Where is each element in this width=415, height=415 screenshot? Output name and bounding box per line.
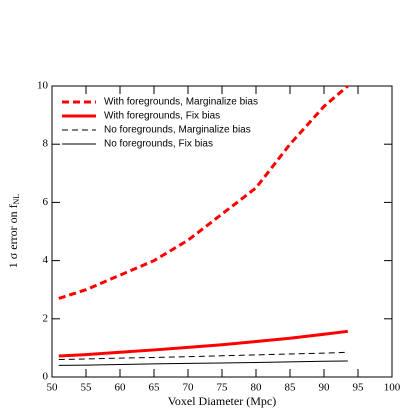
x-tick-label: 80 [251, 382, 263, 394]
x-tick-label: 65 [149, 382, 161, 394]
series-line [58, 84, 349, 300]
x-tick-label: 70 [183, 382, 195, 394]
legend-label: No foregrounds, Marginalize bias [104, 125, 251, 136]
legend-label: With foregrounds, Fix bias [104, 111, 220, 122]
x-axis-label: Voxel Diameter (Mpc) [168, 394, 276, 408]
y-axis-label: 1 σ error on fNL [6, 194, 21, 269]
x-tick-label: 60 [115, 382, 127, 394]
y-tick-label: 2 [43, 312, 49, 324]
x-tick-label: 95 [353, 382, 365, 394]
legend-label: No foregrounds, Fix bias [104, 139, 213, 150]
series-line [58, 351, 348, 361]
y-tick-label: 0 [43, 371, 49, 383]
x-tick-label: 55 [81, 382, 93, 394]
x-tick-label: 90 [319, 382, 331, 394]
series-line [58, 329, 348, 358]
legend-label: With foregrounds, Marginalize bias [104, 97, 258, 108]
series-line [58, 360, 348, 366]
y-label-main: 1 σ error on f [6, 204, 20, 268]
x-tick-label: 75 [217, 382, 229, 394]
x-tick-label: 85 [285, 382, 297, 394]
y-tick-label: 6 [43, 196, 49, 208]
y-tick-label: 8 [43, 138, 49, 150]
x-tick-label: 50 [47, 382, 59, 394]
y-label-sub: NL [12, 194, 21, 205]
y-tick-label: 10 [37, 80, 49, 92]
y-tick-label: 4 [43, 254, 49, 266]
x-tick-label: 100 [384, 382, 401, 394]
